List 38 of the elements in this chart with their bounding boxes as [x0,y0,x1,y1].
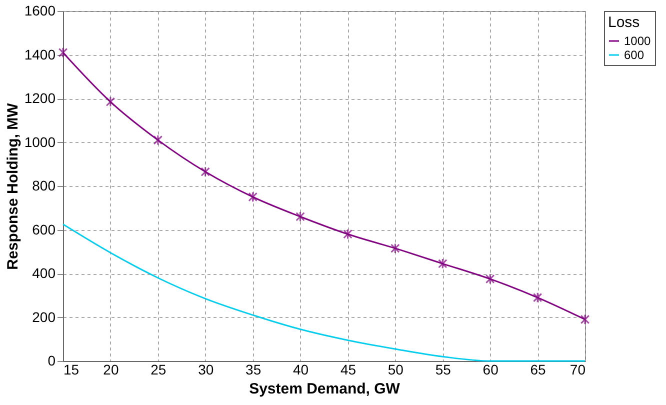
legend-label: 1000 [624,34,652,48]
x-tick-label: 65 [530,362,546,378]
x-tick-label: 35 [246,362,262,378]
y-tick-label: 1000 [24,134,56,150]
x-tick-label: 25 [150,362,166,378]
x-tick-label: 60 [482,362,499,378]
x-tick-label: 20 [103,362,119,378]
point [485,274,495,284]
point [390,242,400,254]
x-tick-label: 45 [340,362,356,378]
y-tick-label: 0 [48,352,56,368]
y-tick-label: 1400 [24,46,56,62]
y-axis-title: Response Holding, MW [4,102,22,270]
point [532,292,542,303]
x-tick-label: 70 [570,362,586,378]
legend-label: 600 [624,48,644,62]
point [106,96,116,108]
y-tick-label: 200 [32,308,56,325]
x-tick-label: 55 [435,362,452,378]
y-tick-label: 1200 [24,90,56,106]
point [200,166,210,178]
point [438,258,448,270]
point [343,228,352,240]
point [58,47,68,58]
y-tick-label: 400 [32,265,56,281]
y-tick-label: 600 [32,221,56,238]
y-tick-label: 1600 [24,2,56,18]
point [153,134,163,146]
point [580,314,590,325]
x-tick-label: 15 [64,362,80,378]
point [296,211,305,222]
point [248,192,258,202]
x-tick-label: 40 [292,362,309,378]
x-tick-label: 30 [198,362,214,378]
y-tick-label: 800 [32,178,56,194]
legend-title: Loss [608,14,640,31]
x-tick-label: 50 [388,362,404,378]
x-axis-title: System Demand, GW [249,380,401,398]
